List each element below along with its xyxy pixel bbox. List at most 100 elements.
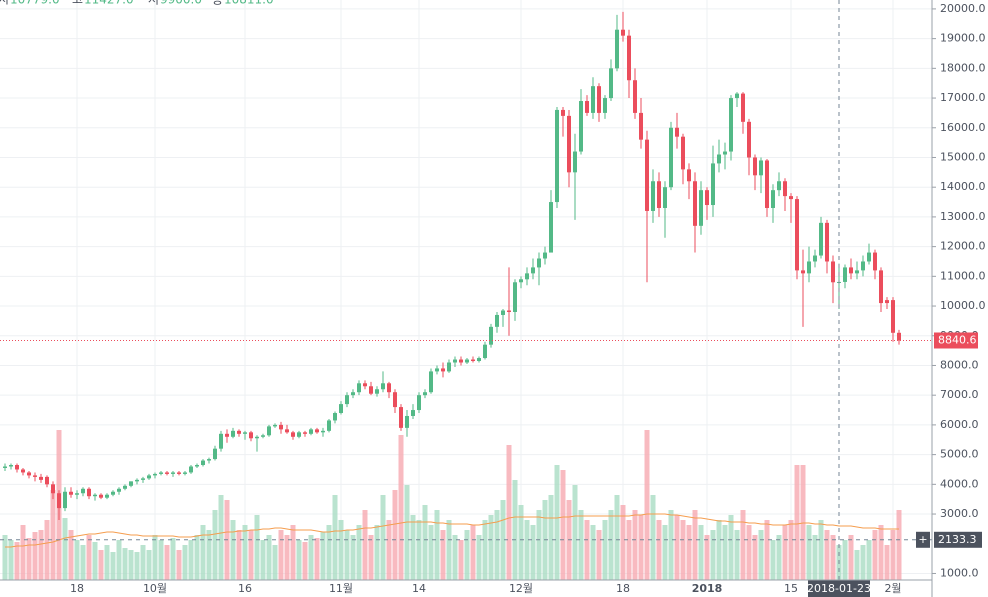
volume-bar [692, 510, 698, 580]
volume-bar [146, 550, 152, 580]
candle-body [411, 410, 415, 416]
volume-bar [668, 510, 674, 580]
volume-bar [758, 530, 764, 580]
candle-body [351, 392, 355, 396]
candle-body [369, 386, 373, 394]
candle-body [705, 190, 709, 206]
volume-bar [200, 525, 206, 580]
candle-body [609, 68, 613, 99]
candle-body [657, 181, 661, 208]
candle-body [3, 466, 7, 468]
candle-body [867, 252, 871, 262]
volume-bar [626, 520, 632, 580]
volume-bar [326, 525, 332, 580]
volume-bar [38, 530, 44, 580]
candle-body [747, 121, 751, 158]
volume-bar [524, 520, 530, 580]
candle-body [195, 465, 199, 467]
volume-bar [890, 530, 896, 580]
volume-bar [704, 535, 710, 580]
volume-bar [422, 505, 428, 580]
candle-body [105, 494, 109, 498]
candle-body [495, 314, 499, 327]
candle-body [483, 344, 487, 359]
candle-body [843, 267, 847, 282]
volume-bar [560, 470, 566, 580]
candle-body [723, 151, 727, 155]
volume-bar [884, 545, 890, 580]
volume-bar [320, 532, 326, 580]
volume-bar [32, 532, 38, 580]
crosshair-plus-box [916, 531, 930, 548]
volume-bar [206, 530, 212, 580]
candle-body [123, 485, 127, 489]
volume-bar [404, 485, 410, 580]
volume-bar [782, 525, 788, 580]
volume-bar [26, 538, 32, 580]
volume-bar [272, 545, 278, 580]
candle-body [99, 494, 103, 498]
legend-value: 9900.0 [160, 0, 202, 7]
volume-bar [302, 542, 308, 580]
volume-bar [596, 530, 602, 580]
volume-bar [74, 540, 80, 580]
candle-body [309, 429, 313, 434]
legend-value: 10811.0 [224, 0, 274, 7]
candle-body [879, 270, 883, 304]
candle-body [639, 112, 643, 140]
volume-bar [398, 435, 404, 580]
volume-bar [356, 525, 362, 580]
candle-body [297, 432, 301, 437]
volume-bar [860, 545, 866, 580]
y-tick-label: 19000.0 [940, 32, 986, 45]
y-tick-label: 4000.0 [940, 477, 979, 490]
volume-bar [848, 535, 854, 580]
candle-body [153, 473, 157, 476]
volume-bar [458, 540, 464, 580]
candle-body [183, 472, 187, 474]
y-tick-label: 10000.0 [940, 299, 986, 312]
volume-bar [764, 520, 770, 580]
volume-bar [674, 515, 680, 580]
volume-bar [392, 490, 398, 580]
candle-body [627, 35, 631, 81]
candle-body [591, 86, 595, 113]
volume-bar [254, 515, 260, 580]
candle-body [177, 472, 181, 474]
volume-bar [230, 520, 236, 580]
candle-body [291, 432, 295, 437]
candle-body [669, 127, 673, 188]
volume-bar [428, 525, 434, 580]
candle-body [141, 478, 145, 480]
candle-body [831, 261, 835, 283]
volume-bar [686, 525, 692, 580]
volume-bar [746, 525, 752, 580]
volume-bar [446, 520, 452, 580]
candle-body [189, 466, 193, 473]
volume-bar [440, 530, 446, 580]
candle-body [285, 429, 289, 433]
volume-bar [278, 530, 284, 580]
candle-body [885, 300, 889, 304]
candle-body [693, 181, 697, 226]
candle-body [645, 139, 649, 211]
volume-bar [842, 540, 848, 580]
candle-body [63, 491, 67, 509]
candle-body [51, 484, 55, 494]
volume-bar [620, 505, 626, 580]
candle-body [891, 300, 895, 333]
volume-bar [386, 520, 392, 580]
volume-bar [614, 495, 620, 580]
volume-bar [830, 535, 836, 580]
volume-bar [482, 520, 488, 580]
candle-body [765, 160, 769, 208]
volume-bar [92, 542, 98, 580]
volume-bar [854, 550, 860, 580]
candle-body [531, 267, 535, 274]
volume-ma-line [5, 513, 899, 548]
candle-body [387, 383, 391, 393]
volume-bar [308, 535, 314, 580]
volume-bar [662, 525, 668, 580]
crosshair-x-box [808, 580, 870, 597]
candle-body [381, 383, 385, 390]
